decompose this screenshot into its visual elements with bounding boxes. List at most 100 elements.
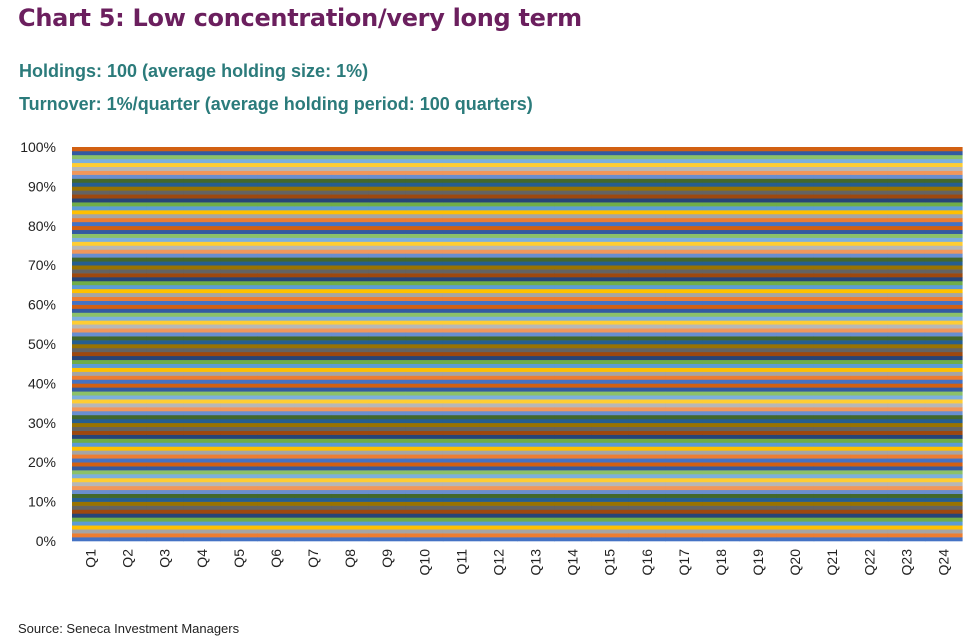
bar-segment-Q5-s3	[220, 529, 259, 534]
bar-segment-Q20-s32	[776, 414, 815, 420]
y-tick-label: 40%	[28, 375, 56, 391]
bar-segment-Q8-s57	[331, 316, 370, 321]
bar-segment-Q12-s18	[479, 470, 518, 475]
bar-segment-Q7-s10	[294, 501, 333, 506]
bar-segment-Q11-s86	[442, 202, 481, 207]
bar-segment-Q8-s21	[331, 458, 370, 463]
bar-segment-Q7-s95	[294, 166, 333, 171]
bar-segment-Q4-s16	[183, 477, 221, 483]
bar-segment-Q21-s33	[813, 410, 852, 416]
bar-segment-Q2-s99	[109, 150, 147, 156]
bar-segment-Q10-s21	[405, 458, 444, 463]
bar-segment-Q10-s17	[405, 474, 444, 479]
bar-segment-Q19-s68	[739, 273, 778, 278]
bar-segment-Q14-s98	[554, 154, 592, 160]
bar-segment-Q15-s27	[591, 434, 629, 439]
bar-segment-Q19-s86	[739, 202, 778, 207]
bar-segment-Q11-s22	[442, 454, 481, 459]
bar-segment-Q21-s65	[813, 284, 852, 290]
bar-segment-Q3-s74	[146, 249, 184, 254]
bar-segment-Q19-s76	[739, 241, 778, 246]
bar-segment-Q14-s74	[554, 249, 592, 254]
bar-segment-Q18-s61	[702, 300, 741, 305]
bar-segment-Q23-s20	[887, 462, 926, 467]
bar-segment-Q4-s42	[183, 375, 221, 380]
bar-segment-Q12-s45	[479, 363, 518, 368]
bar-segment-Q24-s50	[924, 344, 963, 349]
bar-segment-Q17-s46	[665, 359, 704, 364]
bar-segment-Q8-s98	[331, 154, 370, 160]
bar-segment-Q15-s83	[591, 213, 629, 219]
bar-segment-Q15-s38	[591, 391, 629, 396]
bar-segment-Q12-s75	[479, 245, 518, 250]
bar-segment-Q23-s54	[887, 328, 926, 333]
bar-segment-Q14-s81	[554, 221, 592, 227]
bar-segment-Q9-s100	[368, 147, 407, 152]
bar-segment-Q15-s21	[591, 458, 629, 463]
bar-segment-Q19-s89	[739, 190, 778, 195]
bar-segment-Q3-s41	[146, 379, 184, 384]
bar-segment-Q1-s46	[72, 359, 110, 364]
bar-segment-Q12-s86	[479, 202, 518, 207]
bar-segment-Q6-s44	[257, 367, 296, 372]
bar-segment-Q22-s10	[850, 501, 889, 506]
x-tick-label-Q10: Q10	[416, 549, 432, 576]
bar-segment-Q10-s52	[405, 336, 444, 341]
bar-segment-Q10-s46	[405, 359, 444, 364]
bar-segment-Q1-s16	[72, 477, 110, 483]
bar-segment-Q9-s81	[368, 221, 407, 227]
bar-segment-Q18-s75	[702, 245, 741, 250]
bar-segment-Q3-s42	[146, 375, 184, 380]
bar-segment-Q1-s30	[72, 422, 110, 428]
bar-segment-Q16-s23	[628, 450, 666, 455]
bar-segment-Q24-s57	[924, 316, 963, 321]
bar-segment-Q12-s67	[479, 277, 518, 282]
bar-segment-Q5-s46	[220, 359, 259, 364]
bar-segment-Q20-s87	[776, 198, 815, 203]
bar-segment-Q24-s33	[924, 410, 963, 416]
bar-segment-Q14-s71	[554, 261, 592, 266]
bar-segment-Q2-s57	[109, 316, 147, 321]
bar-segment-Q21-s35	[813, 403, 852, 408]
bar-segment-Q19-s12	[739, 493, 778, 498]
bar-segment-Q23-s78	[887, 233, 926, 238]
bar-segment-Q24-s93	[924, 174, 963, 179]
bar-segment-Q14-s69	[554, 269, 592, 274]
bar-segment-Q23-s44	[887, 367, 926, 372]
bar-segment-Q17-s87	[665, 198, 704, 203]
bar-segment-Q23-s19	[887, 466, 926, 471]
bar-segment-Q10-s31	[405, 418, 444, 424]
bar-segment-Q9-s56	[368, 320, 407, 325]
bar-segment-Q15-s46	[591, 359, 629, 364]
bar-segment-Q21-s63	[813, 292, 852, 298]
bar-segment-Q2-s17	[109, 474, 147, 479]
bar-segment-Q8-s88	[331, 194, 370, 199]
bar-segment-Q21-s62	[813, 296, 852, 301]
bar-segment-Q7-s56	[294, 320, 333, 325]
bar-segment-Q23-s87	[887, 198, 926, 203]
bar-segment-Q9-s67	[368, 277, 407, 282]
bar-segment-Q22-s56	[850, 320, 889, 325]
bar-segment-Q17-s68	[665, 273, 704, 278]
bar-segment-Q15-s94	[591, 170, 629, 175]
bar-segment-Q6-s31	[257, 418, 296, 424]
bar-segment-Q4-s17	[183, 474, 221, 479]
bar-segment-Q11-s47	[442, 355, 481, 361]
bar-segment-Q16-s86	[628, 202, 666, 207]
bar-segment-Q10-s58	[405, 312, 444, 317]
bar-segment-Q5-s32	[220, 414, 259, 420]
bar-segment-Q10-s16	[405, 477, 444, 483]
bar-segment-Q24-s87	[924, 198, 963, 203]
bar-segment-Q13-s37	[517, 395, 555, 400]
bar-segment-Q23-s47	[887, 355, 926, 361]
bar-segment-Q2-s56	[109, 320, 147, 325]
bar-segment-Q2-s30	[109, 422, 147, 428]
bar-segment-Q4-s6	[183, 517, 221, 522]
bar-segment-Q9-s10	[368, 501, 407, 506]
bar-segment-Q13-s39	[517, 387, 555, 392]
bar-segment-Q16-s31	[628, 418, 666, 424]
bar-segment-Q4-s87	[183, 198, 221, 203]
bar-segment-Q3-s4	[146, 525, 184, 530]
bar-segment-Q1-s14	[72, 485, 110, 491]
bar-segment-Q16-s57	[628, 316, 666, 321]
